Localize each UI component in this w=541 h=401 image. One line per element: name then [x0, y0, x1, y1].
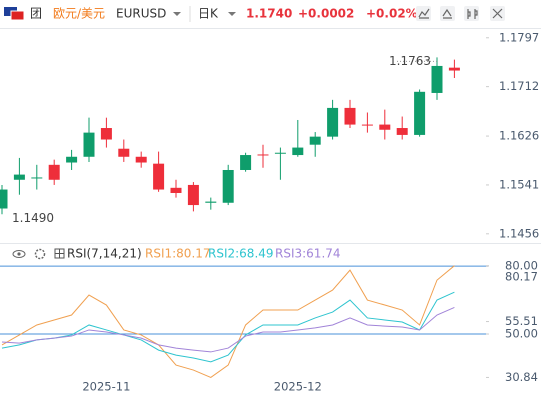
- low-label: 1.1490: [12, 211, 54, 225]
- high-label: 1.1763: [389, 54, 431, 68]
- flag-icon: [4, 7, 25, 21]
- indicator-icon: [55, 249, 64, 258]
- candle-body: [379, 124, 391, 130]
- y-tick-label: 1.1712: [499, 79, 539, 93]
- change-pct: +0.02%: [366, 7, 418, 21]
- candle-body: [13, 174, 25, 180]
- price: 1.1740: [246, 7, 292, 21]
- legend-entry: RSI1:80.17: [145, 247, 211, 261]
- candle-body: [274, 152, 286, 154]
- candle-body: [205, 201, 217, 203]
- candle-body: [396, 128, 408, 135]
- y-tick-label: 1.1541: [499, 177, 539, 191]
- rsi-line: [1, 265, 455, 379]
- change: +0.0002: [298, 7, 354, 21]
- candle-body: [170, 187, 182, 193]
- symbol-name[interactable]: 欧元/美元: [53, 7, 105, 21]
- candle-body: [361, 124, 373, 126]
- tool-icon: [418, 8, 430, 19]
- x-tick-label: 2025-11: [82, 380, 130, 394]
- candle-body: [292, 147, 304, 156]
- tool-button[interactable]: [440, 6, 455, 21]
- x-tick-label: 2025-12: [274, 380, 322, 394]
- legend-entry: RSI2:68.49: [208, 247, 274, 261]
- rsi-line: [1, 291, 455, 363]
- dropdown-arrow[interactable]: [173, 12, 181, 16]
- candle-body: [222, 169, 234, 203]
- y-tick-label: 1.1456: [499, 226, 539, 240]
- y-tick-label: 1.1797: [499, 30, 539, 44]
- y-tick-label: 50.00: [505, 327, 538, 341]
- candle-body: [431, 65, 443, 93]
- candle-body: [414, 91, 426, 135]
- candle-body: [240, 155, 252, 170]
- candle-body: [257, 154, 269, 156]
- candle-body: [135, 156, 147, 163]
- y-tick-label: 55.51: [505, 314, 538, 328]
- y-tick-label: 80.00: [505, 259, 538, 273]
- y-tick-label: 1.1626: [499, 129, 539, 143]
- tool-icon: [467, 9, 478, 19]
- period[interactable]: 日K: [198, 7, 219, 21]
- tool-icon: [492, 8, 503, 19]
- candle-body: [0, 189, 8, 209]
- candle-body: [448, 67, 460, 71]
- candle-body: [344, 107, 356, 125]
- legend-entry: RSI3:61.74: [275, 247, 341, 261]
- y-tick-label: 30.84: [505, 370, 538, 384]
- candle-body: [153, 163, 165, 190]
- indicator-title: RSI(7,14,21): [67, 247, 142, 261]
- candle-body: [83, 132, 95, 157]
- candle-body: [118, 148, 130, 157]
- candle-body: [31, 177, 43, 179]
- candle-body: [187, 184, 199, 206]
- rsi-line: [1, 306, 455, 353]
- symbol[interactable]: EURUSD: [116, 7, 166, 21]
- candle-body: [100, 128, 112, 140]
- dropdown-arrow[interactable]: [228, 12, 236, 16]
- tool-icon: [442, 8, 452, 19]
- eye-icon[interactable]: [12, 250, 26, 258]
- candle-body: [327, 107, 339, 137]
- settings-icon[interactable]: [34, 248, 46, 260]
- candle-body: [66, 156, 78, 163]
- candle-body: [48, 164, 60, 180]
- y-tick-label: 80.17: [505, 270, 538, 284]
- candle-body: [309, 136, 321, 145]
- flag-mark: 团: [30, 7, 42, 21]
